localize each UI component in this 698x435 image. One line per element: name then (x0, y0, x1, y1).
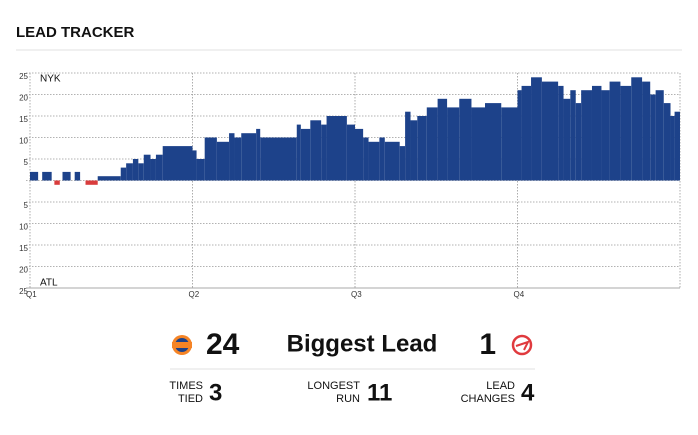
lead-bar (355, 128, 364, 181)
lead-bar (485, 103, 502, 181)
stat-value: 11 (367, 379, 392, 406)
lead-bar (326, 116, 347, 181)
lead-bar (85, 180, 98, 185)
stat-label: LONGEST (307, 380, 360, 392)
lead-bar (609, 81, 621, 181)
y-tick-label: 5 (24, 201, 29, 210)
lead-bar (296, 124, 301, 181)
lead-bar (655, 90, 664, 181)
lead-bar (368, 141, 380, 181)
biggest-lead-label: Biggest Lead (287, 330, 438, 357)
y-tick-label: 10 (19, 223, 28, 232)
x-tick-label: Q1 (26, 290, 37, 299)
x-tick-label: Q4 (514, 290, 525, 299)
y-tick-label: 15 (19, 115, 28, 124)
lead-bar (120, 167, 127, 181)
lead-bar (563, 98, 571, 181)
lead-bar (670, 116, 675, 181)
lead-bar (260, 137, 297, 181)
knicks-logo (172, 335, 192, 355)
lead-bar (300, 128, 311, 181)
lead-bar (143, 154, 151, 181)
lead-bar (256, 128, 261, 181)
lead-bar (663, 103, 671, 181)
lead-bar (541, 81, 559, 181)
lead-bar (74, 171, 81, 181)
lead-bar (162, 146, 193, 181)
x-tick-label: Q3 (351, 290, 362, 299)
lead-bar (204, 137, 217, 181)
lead-bar (517, 90, 522, 181)
lead-bar (363, 137, 369, 181)
lead-bar (192, 150, 197, 181)
stat-value: 4 (521, 379, 535, 406)
stat-value: 3 (209, 379, 222, 406)
title: LEAD TRACKER (16, 24, 134, 41)
lead-bar (410, 120, 418, 181)
lead-bar (97, 176, 121, 181)
lead-bar (405, 111, 411, 181)
lead-bar (581, 90, 592, 181)
lead-bar (642, 81, 651, 181)
lead-bar (650, 94, 656, 181)
y-tick-label: 10 (19, 137, 28, 146)
lead-bar (62, 171, 71, 181)
team-label: NYK (40, 74, 61, 85)
y-tick-label: 20 (19, 94, 28, 103)
lead-bar (471, 107, 485, 181)
lead-bar (310, 120, 322, 181)
lead-bar (591, 85, 602, 181)
lead-bar (437, 98, 448, 181)
lead-bar (229, 133, 235, 181)
lead-bar (531, 77, 542, 181)
lead-bar (150, 159, 156, 181)
lead-bar (126, 163, 133, 181)
lead-bar (30, 171, 39, 181)
lead-bar (459, 98, 472, 181)
y-tick-label: 20 (19, 266, 28, 275)
x-tick-label: Q2 (189, 290, 200, 299)
lead-bar (620, 85, 632, 181)
lead-bar (631, 77, 643, 181)
stat-label: LEAD (486, 380, 515, 392)
lead-bar (196, 159, 205, 181)
lead-bar (399, 146, 406, 181)
lead-bar (674, 111, 680, 181)
hawks-logo (511, 334, 533, 356)
lead-bar (379, 137, 385, 181)
lead-bar (54, 180, 60, 185)
lead-bar (384, 141, 400, 181)
lead-bar (42, 171, 52, 181)
lead-bar (426, 107, 438, 181)
lead-bar (132, 159, 139, 181)
lead-bar (575, 103, 582, 181)
y-tick-label: 25 (19, 72, 28, 81)
lead-bar (241, 133, 257, 181)
away-biggest-lead: 1 (479, 328, 496, 361)
y-tick-label: 5 (24, 158, 29, 167)
lead-bar (447, 107, 460, 181)
lead-bar (417, 116, 427, 181)
lead-bar (346, 124, 355, 181)
y-tick-label: 15 (19, 244, 28, 253)
stat-label: TIMES (169, 380, 203, 392)
lead-bar (501, 107, 518, 181)
lead-bar (216, 141, 230, 181)
lead-bar (234, 137, 242, 181)
team-label: ATL (40, 278, 58, 289)
lead-bar (601, 90, 610, 181)
lead-bar (155, 154, 163, 181)
lead-bar (521, 85, 532, 181)
lead-bar (558, 85, 564, 181)
y-tick-label: 25 (19, 287, 28, 296)
lead-bar (138, 163, 144, 181)
stat-label: RUN (336, 393, 360, 405)
lead-bar (321, 124, 327, 181)
lead-bar (570, 90, 576, 181)
home-biggest-lead: 24 (206, 328, 240, 361)
stat-label: TIED (178, 393, 203, 405)
stat-label: CHANGES (461, 393, 515, 405)
